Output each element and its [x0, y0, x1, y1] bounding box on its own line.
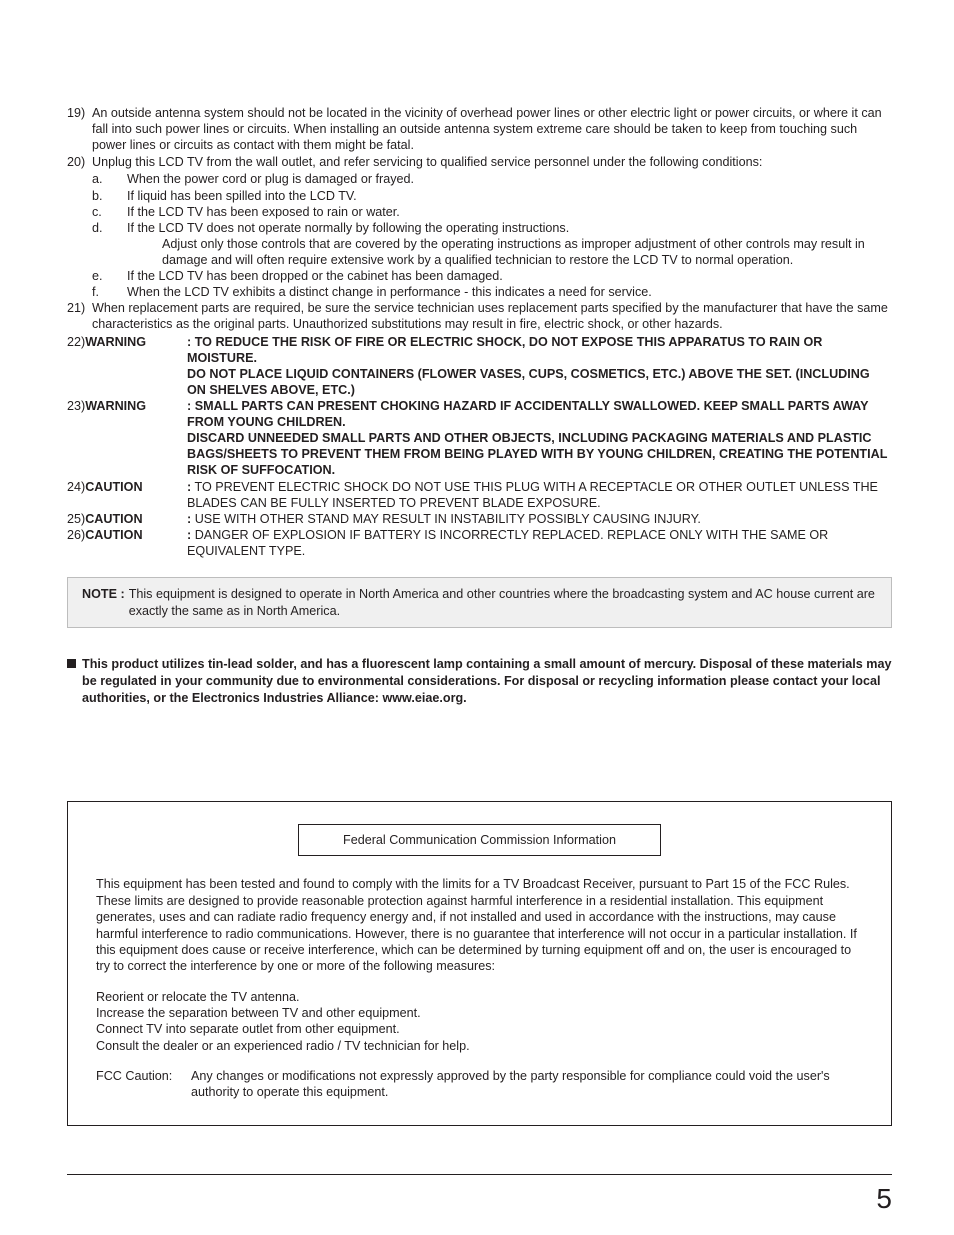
sub-letter: e. [92, 268, 127, 284]
fcc-measures: Reorient or relocate the TV antenna. Inc… [96, 989, 863, 1054]
sub-d-extra-text: Adjust only those controls that are cove… [127, 236, 892, 268]
item-text: An outside antenna system should not be … [92, 105, 892, 153]
caution-label: 25)CAUTION [67, 511, 187, 527]
sub-text: If the LCD TV has been exposed to rain o… [127, 204, 892, 220]
warning-text: : SMALL PARTS CAN PRESENT CHOKING HAZARD… [187, 398, 892, 479]
fcc-caution-text: Any changes or modifications not express… [191, 1068, 863, 1101]
caution-body: USE WITH OTHER STAND MAY RESULT IN INSTA… [195, 512, 701, 526]
sub-f: f. When the LCD TV exhibits a distinct c… [92, 284, 892, 300]
warning-23: 23)WARNING : SMALL PARTS CAN PRESENT CHO… [67, 398, 892, 479]
fcc-measure-4: Consult the dealer or an experienced rad… [96, 1038, 863, 1054]
item-number: 20) [67, 154, 92, 170]
disposal-text: This product utilizes tin-lead solder, a… [82, 656, 892, 706]
caution-word: CAUTION [85, 528, 142, 542]
note-text: This equipment is designed to operate in… [129, 586, 877, 619]
caution-label: 26)CAUTION [67, 527, 187, 559]
warning-line1: TO REDUCE THE RISK OF FIRE OR ELECTRIC S… [187, 335, 822, 365]
caution-24: 24)CAUTION : TO PREVENT ELECTRIC SHOCK D… [67, 479, 892, 511]
colon: : [187, 399, 191, 413]
fcc-measure-1: Reorient or relocate the TV antenna. [96, 989, 863, 1005]
item-text: Unplug this LCD TV from the wall outlet,… [92, 154, 892, 170]
caution-26: 26)CAUTION : DANGER OF EXPLOSION IF BATT… [67, 527, 892, 559]
warning-word: WARNING [85, 399, 146, 413]
colon: : [187, 528, 191, 542]
sub-text: When the power cord or plug is damaged o… [127, 171, 892, 187]
fcc-measure-3: Connect TV into separate outlet from oth… [96, 1021, 863, 1037]
note-label: NOTE : [82, 586, 125, 619]
disposal-notice: This product utilizes tin-lead solder, a… [67, 656, 892, 706]
item-number: 25) [67, 512, 85, 526]
item-number: 26) [67, 528, 85, 542]
sub-d-extra: Adjust only those controls that are cove… [92, 236, 892, 268]
item-number: 22) [67, 335, 85, 349]
warning-line2: DISCARD UNNEEDED SMALL PARTS AND OTHER O… [187, 431, 887, 477]
warning-22: 22)WARNING : TO REDUCE THE RISK OF FIRE … [67, 334, 892, 398]
item-number: 24) [67, 480, 85, 494]
fcc-box: Federal Communication Commission Informa… [67, 801, 892, 1126]
item-number: 19) [67, 105, 92, 153]
sub-d: d. If the LCD TV does not operate normal… [92, 220, 892, 236]
item-20-sublist: a. When the power cord or plug is damage… [92, 171, 892, 300]
item-number: 21) [67, 300, 92, 332]
page-number: 5 [876, 1183, 892, 1215]
fcc-caution-label: FCC Caution: [96, 1068, 191, 1101]
warning-line2: DO NOT PLACE LIQUID CONTAINERS (FLOWER V… [187, 367, 870, 397]
sub-b: b. If liquid has been spilled into the L… [92, 188, 892, 204]
caution-text: : USE WITH OTHER STAND MAY RESULT IN INS… [187, 511, 892, 527]
sub-letter: d. [92, 220, 127, 236]
caution-word: CAUTION [85, 512, 142, 526]
sub-text: If liquid has been spilled into the LCD … [127, 188, 892, 204]
sub-a: a. When the power cord or plug is damage… [92, 171, 892, 187]
sub-text: If the LCD TV does not operate normally … [127, 220, 892, 236]
warning-line1: SMALL PARTS CAN PRESENT CHOKING HAZARD I… [187, 399, 868, 429]
sub-text: When the LCD TV exhibits a distinct chan… [127, 284, 892, 300]
item-20: 20) Unplug this LCD TV from the wall out… [67, 154, 892, 170]
item-number: 23) [67, 399, 85, 413]
page: 19) An outside antenna system should not… [0, 0, 954, 1235]
fcc-title-wrap: Federal Communication Commission Informa… [96, 824, 863, 876]
caution-text: : TO PREVENT ELECTRIC SHOCK DO NOT USE T… [187, 479, 892, 511]
item-text: When replacement parts are required, be … [92, 300, 892, 332]
colon: : [187, 480, 191, 494]
sub-letter: a. [92, 171, 127, 187]
note-box: NOTE : This equipment is designed to ope… [67, 577, 892, 628]
caution-label: 24)CAUTION [67, 479, 187, 511]
fcc-paragraph: This equipment has been tested and found… [96, 876, 863, 974]
sub-letter: c. [92, 204, 127, 220]
warning-text: : TO REDUCE THE RISK OF FIRE OR ELECTRIC… [187, 334, 892, 398]
colon: : [187, 512, 191, 526]
fcc-title: Federal Communication Commission Informa… [298, 824, 661, 856]
caution-25: 25)CAUTION : USE WITH OTHER STAND MAY RE… [67, 511, 892, 527]
fcc-measure-2: Increase the separation between TV and o… [96, 1005, 863, 1021]
caution-word: CAUTION [85, 480, 142, 494]
sub-letter: f. [92, 284, 127, 300]
warning-word: WARNING [85, 335, 146, 349]
caution-body: TO PREVENT ELECTRIC SHOCK DO NOT USE THI… [187, 480, 878, 510]
item-21: 21) When replacement parts are required,… [67, 300, 892, 332]
warning-label: 23)WARNING [67, 398, 187, 479]
caution-body: DANGER OF EXPLOSION IF BATTERY IS INCORR… [187, 528, 828, 558]
sub-c: c. If the LCD TV has been exposed to rai… [92, 204, 892, 220]
sub-letter: b. [92, 188, 127, 204]
warning-label: 22)WARNING [67, 334, 187, 398]
footer-rule [67, 1174, 892, 1175]
colon: : [187, 335, 191, 349]
sub-e: e. If the LCD TV has been dropped or the… [92, 268, 892, 284]
sub-text: If the LCD TV has been dropped or the ca… [127, 268, 892, 284]
fcc-caution: FCC Caution: Any changes or modification… [96, 1068, 863, 1101]
square-bullet-icon [67, 659, 76, 668]
item-19: 19) An outside antenna system should not… [67, 105, 892, 153]
caution-text: : DANGER OF EXPLOSION IF BATTERY IS INCO… [187, 527, 892, 559]
